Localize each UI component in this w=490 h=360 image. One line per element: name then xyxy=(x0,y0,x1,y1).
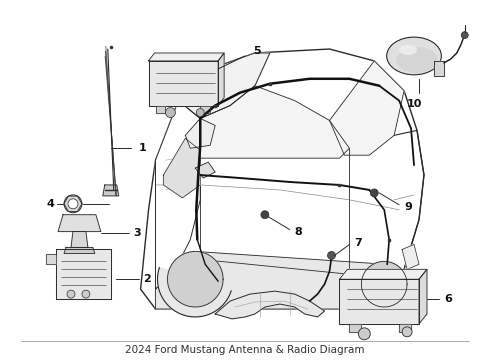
Polygon shape xyxy=(103,185,119,196)
Polygon shape xyxy=(340,269,427,279)
Circle shape xyxy=(370,189,378,197)
Polygon shape xyxy=(178,53,270,118)
Polygon shape xyxy=(200,86,349,158)
Text: 10: 10 xyxy=(406,99,422,109)
Text: 8: 8 xyxy=(294,226,302,237)
Circle shape xyxy=(68,199,78,209)
Circle shape xyxy=(461,32,468,39)
Text: 6: 6 xyxy=(444,294,452,304)
Polygon shape xyxy=(352,284,416,316)
Polygon shape xyxy=(215,291,324,319)
Polygon shape xyxy=(218,53,224,105)
Polygon shape xyxy=(340,279,419,324)
Polygon shape xyxy=(155,105,166,113)
Polygon shape xyxy=(56,249,111,299)
Ellipse shape xyxy=(396,47,438,73)
Circle shape xyxy=(166,108,175,117)
Circle shape xyxy=(327,251,336,260)
Text: 5: 5 xyxy=(253,46,261,56)
Polygon shape xyxy=(155,251,404,309)
Polygon shape xyxy=(58,215,101,231)
Polygon shape xyxy=(168,252,223,307)
Polygon shape xyxy=(178,53,270,118)
Text: 2: 2 xyxy=(144,274,151,284)
Polygon shape xyxy=(164,138,200,198)
Circle shape xyxy=(358,328,370,340)
Circle shape xyxy=(67,290,75,298)
Ellipse shape xyxy=(399,45,417,55)
Circle shape xyxy=(402,327,412,337)
Polygon shape xyxy=(349,324,361,332)
Text: 1: 1 xyxy=(139,143,147,153)
Text: 4: 4 xyxy=(46,199,54,209)
Circle shape xyxy=(261,211,269,219)
Polygon shape xyxy=(64,247,95,253)
Polygon shape xyxy=(155,100,200,289)
Polygon shape xyxy=(399,324,411,332)
Polygon shape xyxy=(148,53,224,61)
Text: 3: 3 xyxy=(134,228,141,238)
Polygon shape xyxy=(196,162,215,178)
Circle shape xyxy=(196,109,204,117)
Text: 7: 7 xyxy=(354,238,362,248)
Polygon shape xyxy=(157,267,231,317)
Text: 9: 9 xyxy=(404,202,412,212)
Polygon shape xyxy=(71,231,88,247)
Polygon shape xyxy=(46,255,56,264)
Polygon shape xyxy=(362,261,407,307)
Polygon shape xyxy=(185,118,215,148)
Polygon shape xyxy=(419,269,427,324)
Circle shape xyxy=(64,195,82,213)
Polygon shape xyxy=(200,105,210,113)
Polygon shape xyxy=(434,61,444,76)
Ellipse shape xyxy=(387,37,441,75)
Polygon shape xyxy=(141,49,424,309)
Polygon shape xyxy=(148,61,218,105)
Circle shape xyxy=(82,290,90,298)
Polygon shape xyxy=(329,61,404,155)
Text: 2024 Ford Mustang Antenna & Radio Diagram: 2024 Ford Mustang Antenna & Radio Diagra… xyxy=(125,345,365,355)
Polygon shape xyxy=(402,244,419,269)
